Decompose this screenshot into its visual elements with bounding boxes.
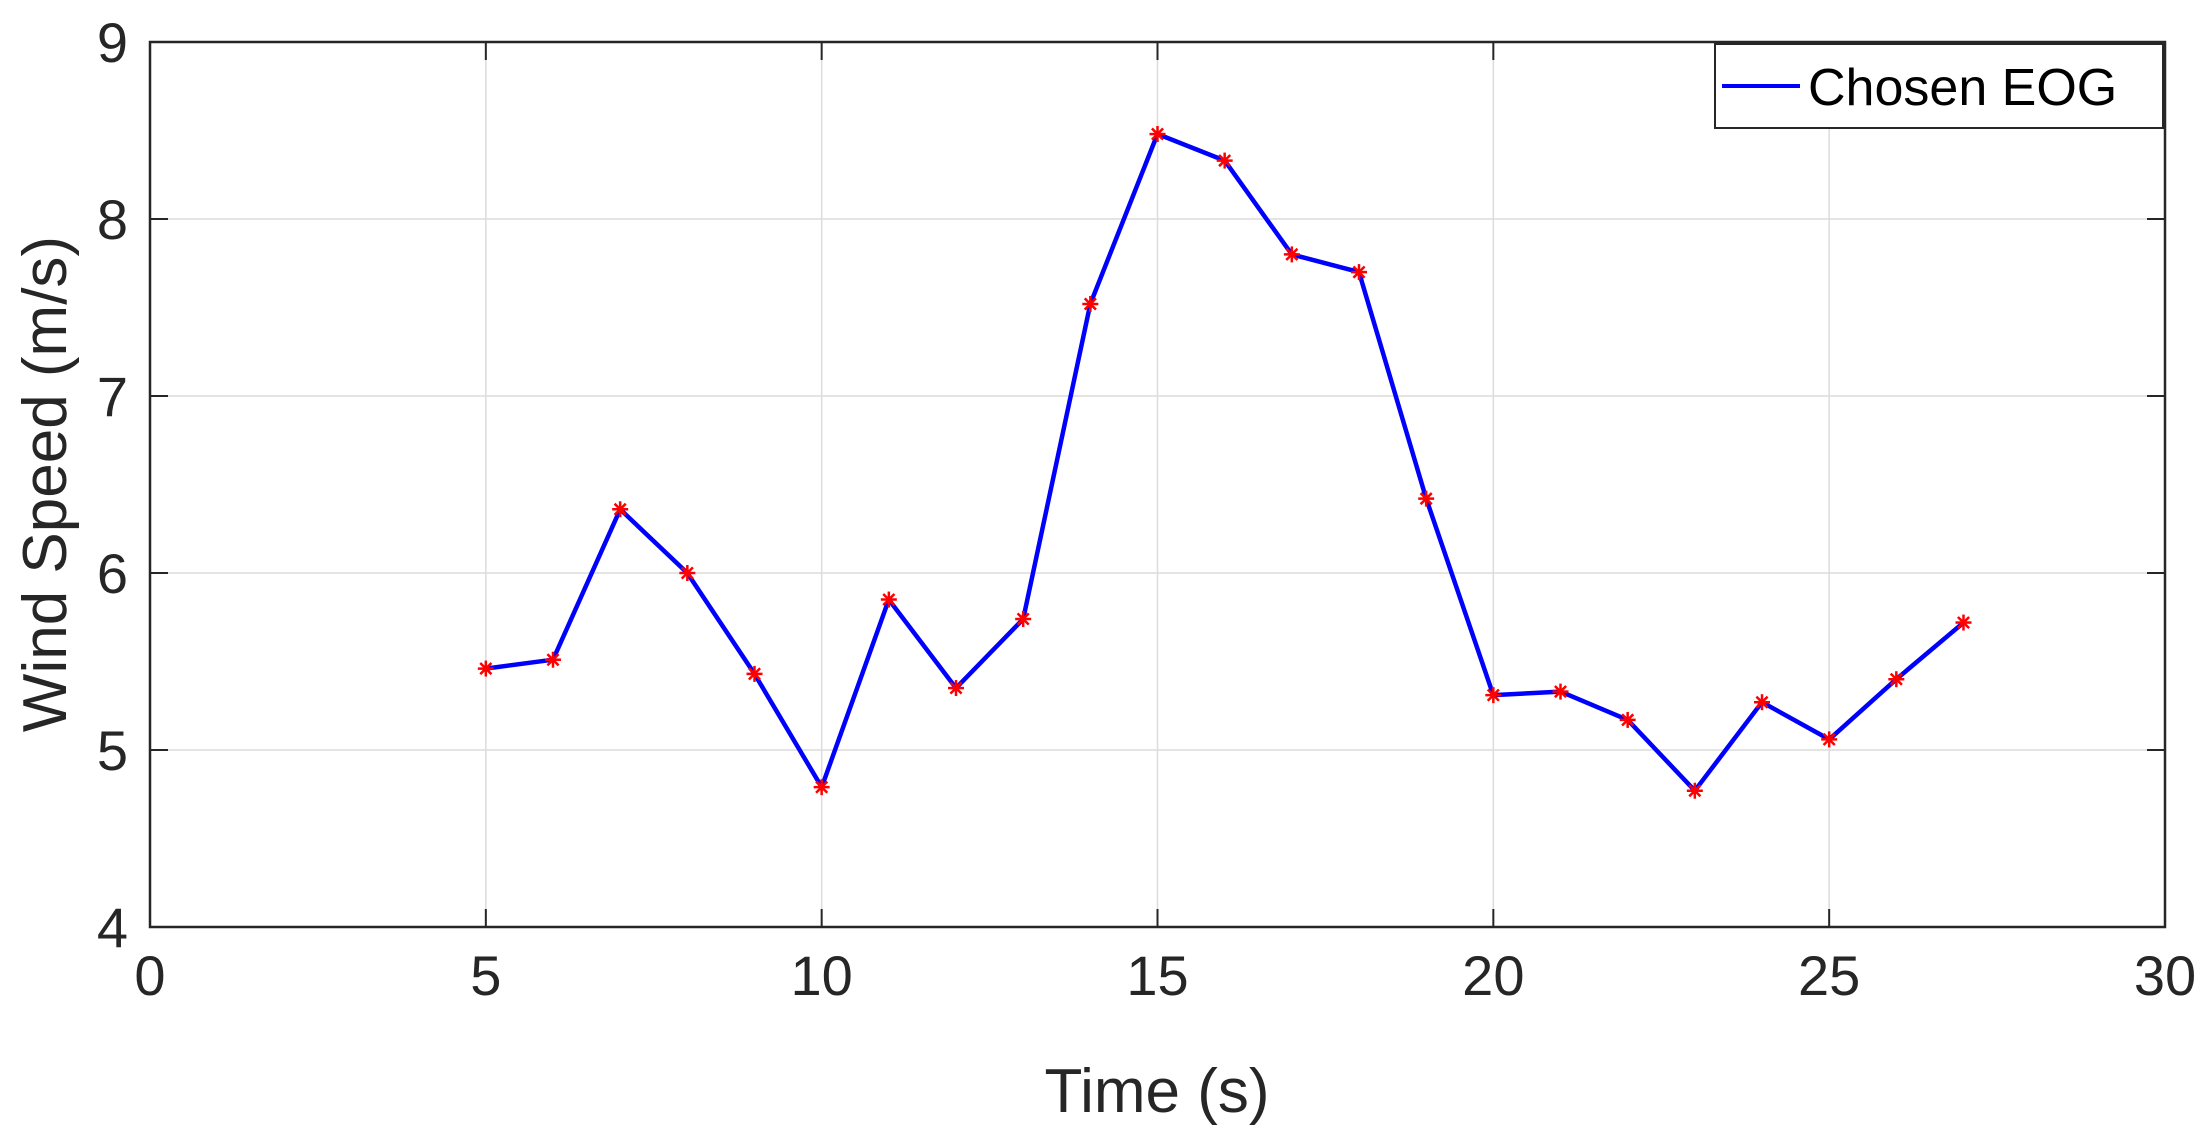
data-point-marker <box>1351 264 1367 281</box>
data-point-marker <box>1552 683 1569 700</box>
data-point-marker <box>880 591 897 608</box>
data-point-marker <box>1485 687 1502 704</box>
data-point-marker <box>1821 731 1838 748</box>
y-tick-labels: 4 5 6 7 8 9 <box>97 11 128 959</box>
legend-label-chosen-eog: Chosen EOG <box>1808 59 2117 117</box>
data-point-marker <box>1619 711 1636 728</box>
data-point-marker <box>1015 611 1032 628</box>
data-point-marker <box>1888 671 1905 688</box>
data-point-marker <box>746 665 763 682</box>
data-point-marker <box>1955 614 1972 631</box>
y-tick-label: 5 <box>97 719 128 782</box>
data-point-marker <box>948 680 964 697</box>
data-point-marker <box>1216 152 1233 169</box>
data-point-marker <box>545 651 561 668</box>
axis-ticks <box>149 41 2166 928</box>
y-tick-label: 6 <box>97 542 128 605</box>
data-point-marker <box>612 501 629 518</box>
data-point-marker <box>1082 295 1099 312</box>
x-tick-label: 25 <box>1798 944 1860 1007</box>
data-point-marker <box>1283 246 1300 263</box>
x-tick-label: 20 <box>1462 944 1524 1007</box>
legend-box <box>1714 43 2164 129</box>
grid-lines <box>150 42 2165 927</box>
x-tick-labels: 0 5 10 15 20 25 30 <box>134 944 2196 1007</box>
data-point-marker <box>1418 490 1435 507</box>
y-tick-label: 9 <box>97 11 128 74</box>
x-tick-label: 15 <box>1126 944 1188 1007</box>
series-layer <box>477 126 1972 799</box>
y-tick-label: 4 <box>97 896 128 959</box>
x-axis-title: Time (s) <box>1045 1057 1270 1126</box>
data-point-marker <box>679 565 696 581</box>
x-tick-label: 0 <box>134 944 165 1007</box>
data-point-marker <box>477 660 494 677</box>
data-point-marker <box>1754 694 1770 711</box>
y-tick-label: 7 <box>97 365 128 428</box>
data-point-marker <box>1149 126 1166 143</box>
x-tick-label: 10 <box>791 944 853 1007</box>
x-tick-label: 30 <box>2134 944 2196 1007</box>
data-point-marker <box>813 779 830 796</box>
legend[interactable]: Chosen EOG <box>1714 43 2164 129</box>
x-tick-label: 5 <box>470 944 501 1007</box>
data-point-marker <box>1686 782 1703 799</box>
y-axis-title: Wind Speed (m/s) <box>11 236 80 732</box>
y-tick-label: 8 <box>97 188 128 251</box>
